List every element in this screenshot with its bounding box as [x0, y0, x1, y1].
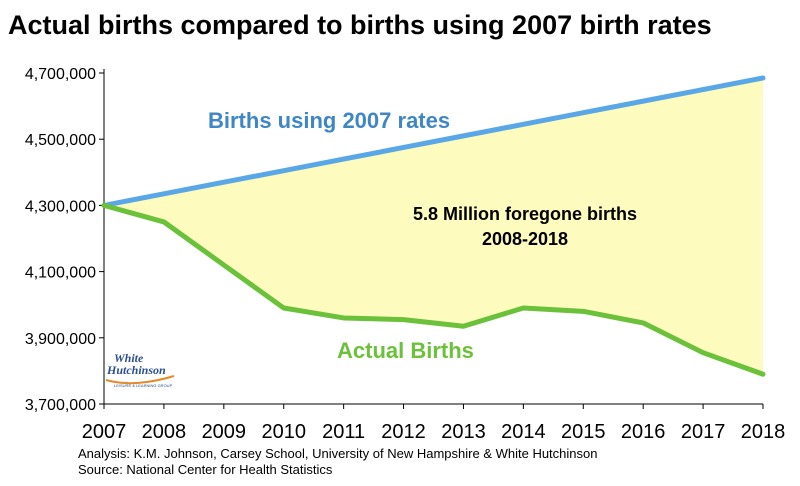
chart-title: Actual births compared to births using 2…	[8, 10, 712, 40]
x-tick-label: 2013	[441, 421, 486, 443]
actual-births-line	[101, 202, 766, 377]
x-tick-label: 2007	[82, 421, 127, 443]
y-tick-label: 3,700,000	[25, 397, 96, 414]
chart-footer: Analysis: K.M. Johnson, Carsey School, U…	[78, 446, 597, 478]
y-tick-label: 4,100,000	[25, 265, 96, 282]
x-tick-label: 2009	[202, 421, 247, 443]
x-tick-label: 2015	[561, 421, 606, 443]
x-tick-label: 2017	[681, 421, 726, 443]
x-tick-label: 2010	[261, 421, 306, 443]
series-label-2007-rates: Births using 2007 rates	[208, 108, 450, 133]
footer-analysis: Analysis: K.M. Johnson, Carsey School, U…	[78, 446, 598, 461]
births-2007-rates-line	[101, 75, 766, 208]
x-tick-label: 2011	[322, 421, 365, 443]
x-tick-label: 2018	[741, 421, 786, 443]
x-tick-label: 2008	[142, 421, 187, 443]
annotation-foregone-births: 5.8 Million foregone births	[413, 204, 637, 224]
footer-source: Source: National Center for Health Stati…	[78, 462, 333, 477]
x-tick-label: 2014	[501, 421, 546, 443]
series-label-actual-births: Actual Births	[337, 338, 474, 363]
annotation-years: 2008-2018	[482, 229, 568, 249]
y-tick-label: 3,900,000	[25, 331, 96, 348]
x-tick-label: 2016	[621, 421, 666, 443]
x-tick-label: 2012	[381, 421, 426, 443]
y-tick-label: 4,700,000	[25, 66, 96, 83]
y-tick-label: 4,500,000	[25, 132, 96, 149]
y-tick-label: 4,300,000	[25, 198, 96, 215]
svg-text:Hutchinson: Hutchinson	[106, 363, 166, 377]
foregone-births-area	[104, 77, 763, 375]
svg-text:White: White	[114, 351, 144, 365]
white-hutchinson-logo: White Hutchinson LEISURE & LEARNING GROU…	[104, 350, 184, 392]
svg-text:LEISURE & LEARNING GROUP: LEISURE & LEARNING GROUP	[114, 383, 173, 388]
